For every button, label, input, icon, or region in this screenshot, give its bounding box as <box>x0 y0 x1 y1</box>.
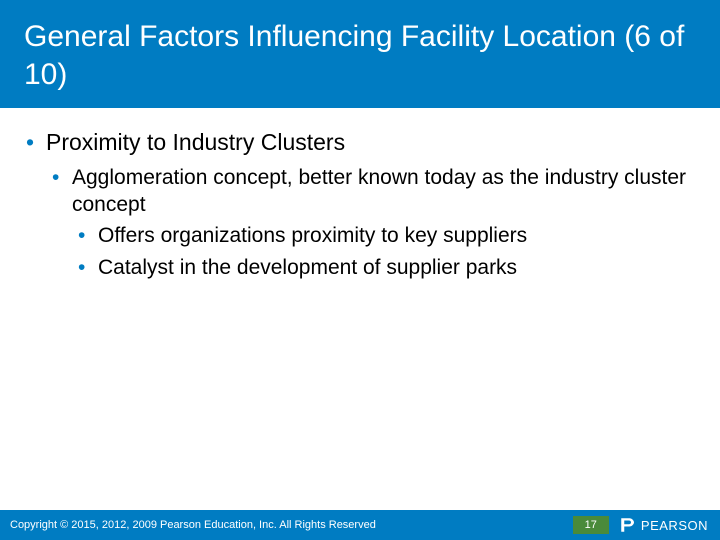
slide-title: General Factors Influencing Facility Loc… <box>0 0 720 93</box>
bullet-lvl3: Catalyst in the development of supplier … <box>72 254 696 281</box>
bullet-lvl3-text: Offers organizations proximity to key su… <box>98 224 527 247</box>
bullet-list-lvl1: Proximity to Industry Clusters Agglomera… <box>24 128 696 281</box>
bullet-lvl2: Agglomeration concept, better known toda… <box>46 164 696 281</box>
slide: General Factors Influencing Facility Loc… <box>0 0 720 540</box>
copyright-text: Copyright © 2015, 2012, 2009 Pearson Edu… <box>0 519 573 531</box>
title-bar: General Factors Influencing Facility Loc… <box>0 0 720 108</box>
bullet-lvl1: Proximity to Industry Clusters Agglomera… <box>24 128 696 281</box>
pearson-logo: PEARSON <box>619 516 708 534</box>
bullet-list-lvl3: Offers organizations proximity to key su… <box>72 222 696 281</box>
bullet-lvl3: Offers organizations proximity to key su… <box>72 222 696 249</box>
content-area: Proximity to Industry Clusters Agglomera… <box>24 128 696 289</box>
bullet-lvl3-text: Catalyst in the development of supplier … <box>98 256 517 279</box>
bullet-lvl2-text: Agglomeration concept, better known toda… <box>72 166 686 216</box>
pearson-logo-text: PEARSON <box>641 518 708 533</box>
pearson-logo-icon <box>619 516 637 534</box>
bullet-list-lvl2: Agglomeration concept, better known toda… <box>46 164 696 281</box>
footer-bar: Copyright © 2015, 2012, 2009 Pearson Edu… <box>0 510 720 540</box>
page-number-badge: 17 <box>573 516 609 534</box>
bullet-lvl1-text: Proximity to Industry Clusters <box>46 129 345 155</box>
